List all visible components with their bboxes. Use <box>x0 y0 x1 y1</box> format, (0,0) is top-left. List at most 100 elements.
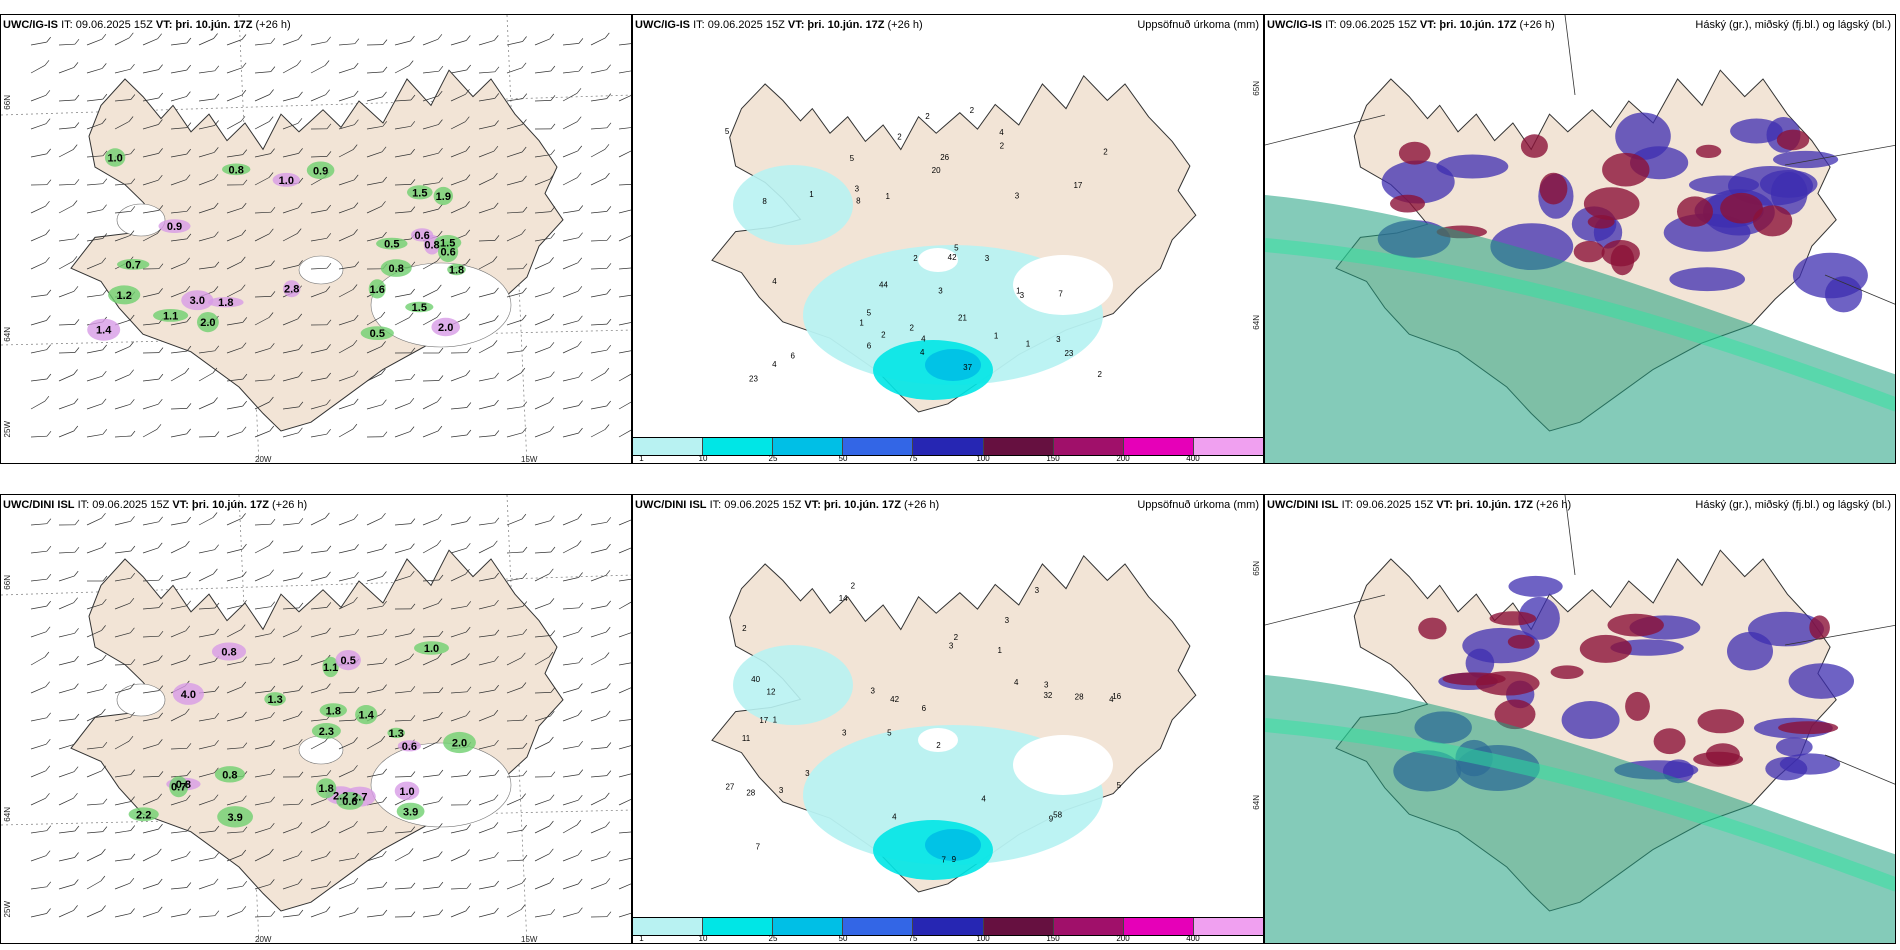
wind-barb <box>506 909 522 918</box>
wind-barb-flag <box>46 289 52 296</box>
wind-barb-flag <box>74 825 80 832</box>
precip-blob <box>311 723 341 739</box>
wind-barb-flag <box>158 574 164 581</box>
wind-barb <box>30 378 47 382</box>
wind-barb <box>226 378 243 382</box>
wind-barb <box>590 239 608 242</box>
wind-barb-flag <box>130 148 135 155</box>
colorbar-tick-label: 400 <box>1186 934 1200 943</box>
wind-barb-flag <box>186 770 192 776</box>
colorbar: 1 10 25 50 75 100 150 200 400 <box>633 437 1263 463</box>
wind-barb <box>198 883 215 890</box>
wind-barb-flag <box>550 206 556 212</box>
wind-barb-flag <box>605 570 611 576</box>
wind-barb-flag <box>326 602 332 608</box>
wind-barb-flag <box>74 546 80 553</box>
wind-barb <box>422 603 439 610</box>
wind-barb-flag <box>130 430 136 437</box>
wind-barb-flag <box>157 906 163 913</box>
wind-barb <box>58 149 74 158</box>
precip-blob <box>407 185 433 200</box>
wind-barb <box>282 153 299 158</box>
precip-blob <box>438 241 459 263</box>
precip-value-label: 8 <box>856 197 861 206</box>
wind-barb-flag <box>550 65 556 72</box>
wind-barb <box>422 828 439 834</box>
wind-barb <box>86 803 104 806</box>
wind-barb <box>170 659 187 666</box>
wind-barb-flag <box>158 602 164 608</box>
wind-barb <box>450 829 467 834</box>
wind-barb <box>394 317 410 326</box>
wind-barb-flag <box>214 825 220 832</box>
wind-barb <box>422 801 439 806</box>
wind-barb <box>450 521 467 526</box>
wind-barb <box>114 346 130 354</box>
wind-barb <box>366 346 382 354</box>
wind-barb-flag <box>270 910 276 917</box>
precip-value-label: 3.9 <box>403 806 418 818</box>
colorbar-swatch <box>703 918 774 935</box>
wind-barb <box>142 883 159 890</box>
wind-barb <box>142 69 159 74</box>
wind-barb <box>338 289 354 298</box>
precip-value-label: 3.9 <box>227 812 242 824</box>
precip-blob <box>306 161 335 180</box>
wind-barb-flag <box>578 683 583 689</box>
wind-barb-flag <box>102 598 107 605</box>
wind-barb <box>170 830 187 834</box>
wind-barb <box>562 150 578 158</box>
wind-barb-flag <box>158 64 163 70</box>
wind-barb-flag <box>298 344 303 350</box>
wind-barb-flag <box>186 37 192 44</box>
colorbar-swatches <box>633 917 1263 936</box>
wind-barb-flag <box>298 602 304 609</box>
wind-barb <box>394 40 411 46</box>
wind-barb <box>478 435 495 438</box>
wind-barb-flag <box>354 907 359 913</box>
precip-value-label: 1.4 <box>359 710 375 722</box>
wind-barb-flag <box>157 848 162 855</box>
wind-barb <box>170 747 188 750</box>
wind-barb-flag <box>410 826 416 832</box>
wind-barb <box>366 605 383 610</box>
wind-barb <box>226 347 243 354</box>
wind-barb <box>534 853 550 862</box>
colorbar-tick-label: 1 <box>639 454 644 463</box>
cloud-mid-patch <box>1583 187 1640 221</box>
cloud-high-patch <box>1508 575 1563 597</box>
wind-barb-flag <box>466 64 471 71</box>
wind-barb <box>282 855 299 862</box>
cloud-high-patch <box>1825 276 1863 313</box>
colorbar-swatch <box>1193 918 1263 935</box>
wind-barb <box>170 96 187 102</box>
wind-barb <box>506 124 523 130</box>
wind-barb <box>30 400 46 410</box>
wind-barb <box>618 209 631 214</box>
wind-barb <box>142 579 160 582</box>
wind-barb <box>422 716 439 722</box>
colorbar-swatch <box>913 918 984 935</box>
wind-barb <box>506 372 522 382</box>
precip-blob <box>108 285 141 305</box>
wind-barb-flag <box>522 714 528 721</box>
wind-barb-flag <box>410 570 415 577</box>
wind-barb <box>58 857 75 862</box>
map-wind-dini: 0.82.01.32.21.11.04.00.81.82.73.91.80.51… <box>1 495 631 943</box>
colorbar-swatch <box>773 918 844 935</box>
panel-title: UWC/IG-IS IT: 09.06.2025 15Z VT: þri. 10… <box>3 19 291 31</box>
precip-value-label: 3 <box>949 641 954 650</box>
wind-barb-flag <box>102 63 107 69</box>
precip-value-label: 42 <box>948 253 957 262</box>
panel-title: UWC/IG-IS IT: 09.06.2025 15Z VT: þri. 10… <box>1267 19 1555 31</box>
wind-barb <box>170 713 186 722</box>
wind-barb <box>226 261 242 270</box>
wind-barb <box>198 207 215 214</box>
wind-barb-flag <box>130 94 136 100</box>
wind-barb-flag <box>73 369 78 375</box>
precip-blob <box>169 776 189 798</box>
wind-barb <box>590 69 607 74</box>
wind-barb-flag <box>46 315 51 321</box>
wind-barb-flag <box>381 708 386 715</box>
wind-barb-flag <box>326 344 331 350</box>
